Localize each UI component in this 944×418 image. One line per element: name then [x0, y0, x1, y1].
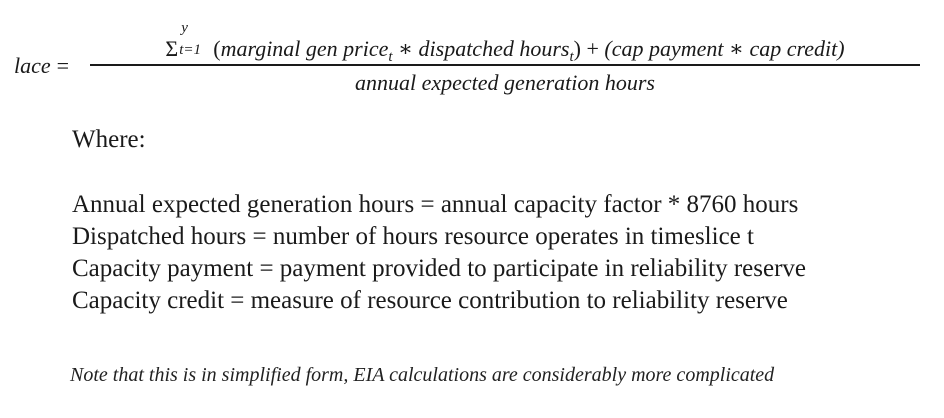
summation-limits: y t=1 [179, 20, 213, 58]
definition-capacity-credit: Capacity credit = measure of resource co… [72, 287, 788, 314]
open-paren: ( [213, 36, 221, 61]
formula-lhs: lace = [14, 53, 69, 79]
close-paren: ) [573, 36, 581, 61]
where-label: Where: [72, 126, 146, 153]
definitions-list: Annual expected generation hours = annua… [72, 189, 806, 317]
summation-upper-limit: y [181, 20, 188, 36]
term-marginal-gen-price-subscript: t [388, 49, 393, 65]
definition-annual-expected-generation-hours: Annual expected generation hours = annua… [72, 191, 799, 218]
formula-denominator: annual expected generation hours [355, 69, 655, 95]
summation-symbol: Σ [165, 36, 179, 61]
simplification-note: Note that this is in simplified form, EI… [70, 364, 775, 386]
lhs-variable: lace [14, 53, 51, 78]
plus-operator: + [586, 36, 599, 61]
definition-capacity-payment: Capacity payment = payment provided to p… [72, 255, 806, 282]
definition-dispatched-hours: Dispatched hours = number of hours resou… [72, 223, 754, 250]
multiply-operator-1: ∗ [398, 36, 414, 61]
term-dispatched-hours: dispatched hours [418, 36, 570, 61]
term-marginal-gen-price: marginal gen price [220, 36, 389, 61]
fraction-bar [90, 64, 920, 66]
summation-lower-limit: t=1 [179, 42, 202, 58]
equals-sign: = [56, 53, 70, 78]
term-dispatched-hours-subscript: t [569, 49, 574, 65]
term-cap-payment: (cap payment [604, 36, 724, 61]
term-cap-credit: cap credit) [749, 36, 845, 61]
multiply-operator-2: ∗ [729, 36, 744, 61]
